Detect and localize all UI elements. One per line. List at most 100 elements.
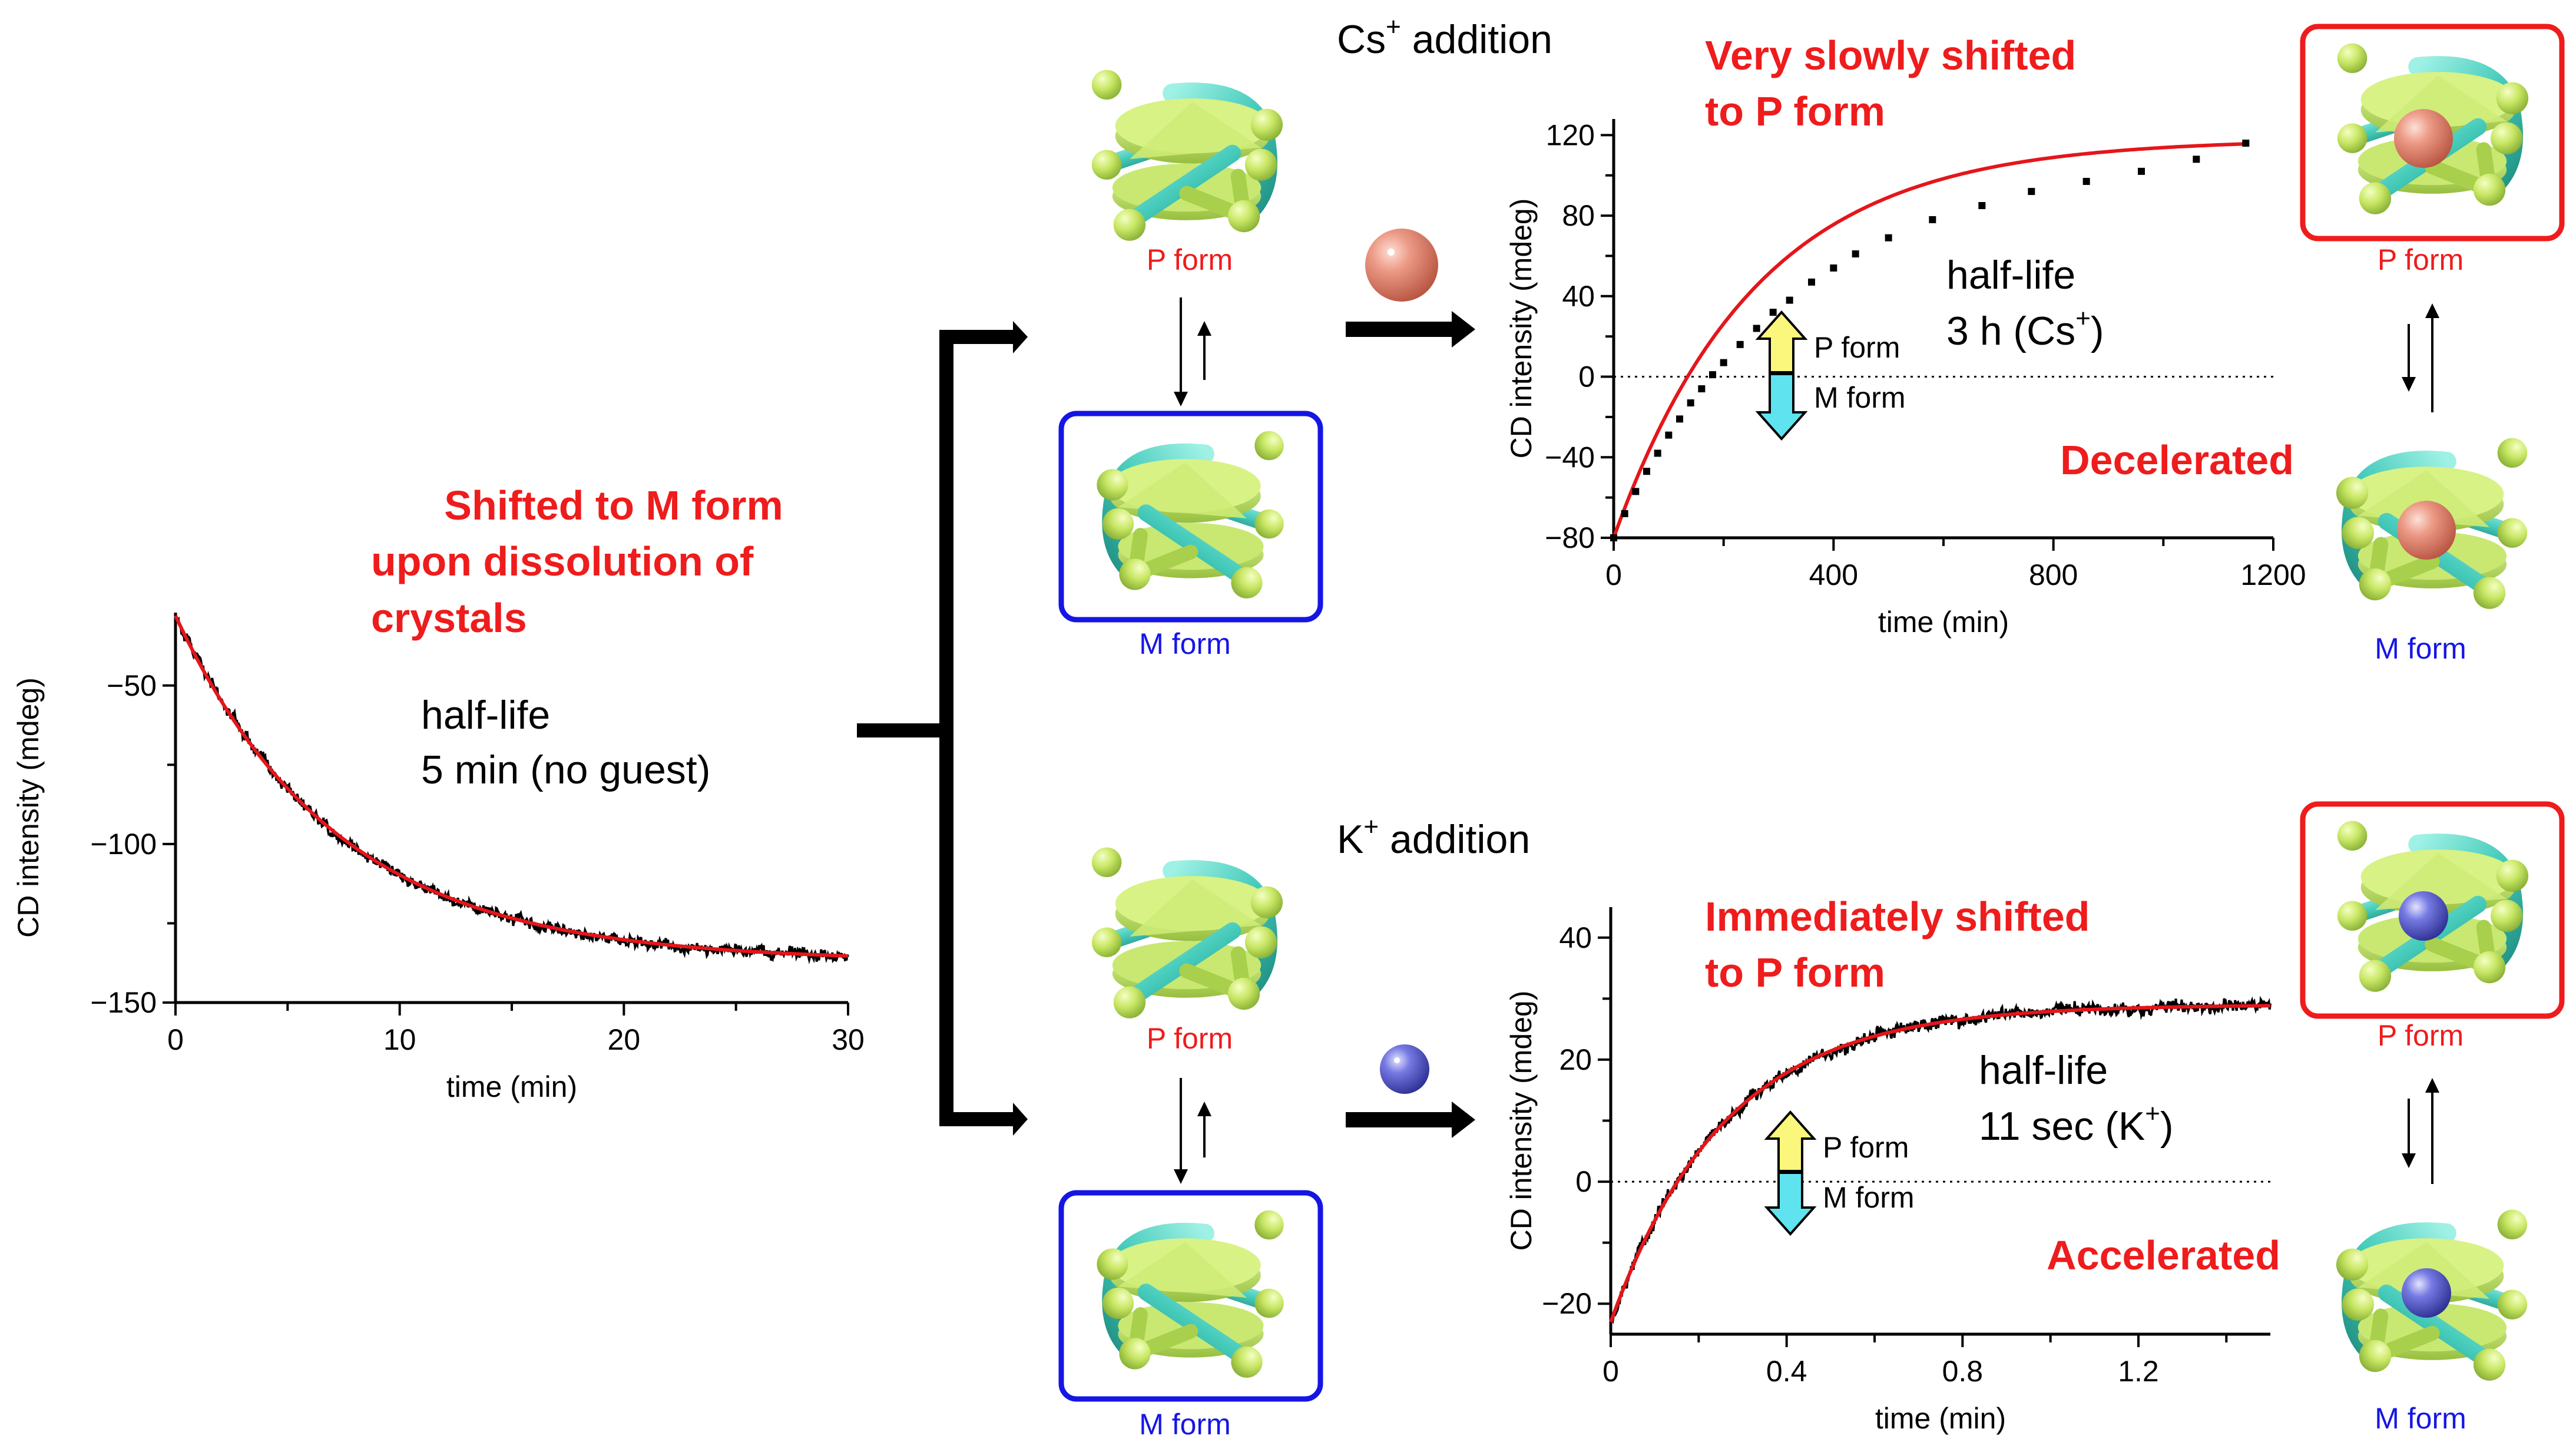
very-slowly-label-line2: to P form (1705, 88, 1885, 134)
y-tick-label-no-guest: −150 (90, 986, 157, 1019)
data-point-cs (1621, 510, 1628, 517)
data-point-cs (1978, 201, 1986, 209)
x-tick-label-no-guest: 10 (383, 1023, 416, 1056)
data-point-cs (1610, 534, 1617, 541)
data-point-cs (2082, 177, 2090, 185)
shifted-m-label-line2: upon dissolution of (371, 538, 754, 584)
x-tick-label-cs: 0 (1605, 558, 1622, 591)
equilibrium-arrows-bottom-left (1174, 1078, 1211, 1184)
m-form-label-arrow-bottom: M form (1823, 1181, 1915, 1214)
decelerated-label: Decelerated (2060, 437, 2294, 483)
data-point-cs (1654, 449, 1661, 457)
data-point-cs (2138, 167, 2145, 175)
halflife-label-k: half-life (1979, 1048, 2108, 1093)
y-axis-label-cs: CD intensity (mdeg) (1505, 199, 1538, 459)
y-tick-label-k: 0 (1575, 1165, 1592, 1198)
x-axis-label-no-guest: time (min) (446, 1070, 577, 1103)
data-point-cs (1676, 415, 1683, 423)
p-form-label-bottom-right: P form (2378, 1019, 2464, 1052)
y-tick-label-cs: −80 (1545, 521, 1595, 554)
k-ion-highlight (1394, 1057, 1400, 1063)
data-point-cs (1830, 264, 1837, 272)
x-tick-label-k: 1.2 (2118, 1355, 2159, 1388)
y-tick-label-cs: 40 (1562, 280, 1595, 313)
m-form-label-arrow-top: M form (1814, 381, 1906, 414)
cage-p-form-top (1092, 70, 1283, 241)
cage-m-form-bottom (1097, 1210, 1283, 1378)
data-point-cs (2242, 140, 2250, 147)
m-form-label-top-right: M form (2375, 632, 2466, 665)
m-form-box-bottom-left (1058, 1190, 1323, 1402)
fit-curve-k (1609, 1004, 2270, 1323)
equilibrium-arrows-bottom-right (2402, 1078, 2439, 1184)
chart-cs: 0 400 800 1200 −80 −40 0 40 80 120 time (min) CD in… (1505, 118, 2306, 639)
data-point-cs (1687, 399, 1694, 406)
data-point-cs (1709, 371, 1716, 379)
halflife-value-noguest: 5 min (no guest) (421, 748, 710, 792)
data-point-cs (2028, 188, 2035, 196)
y-tick-label-no-guest: −50 (107, 669, 157, 702)
p-form-label-top-left: P form (1147, 243, 1233, 276)
p-form-label-arrow-bottom: P form (1823, 1131, 1909, 1164)
data-point-cs (1643, 468, 1650, 475)
data-point-cs (1786, 296, 1793, 304)
very-slowly-label-line1: Very slowly shifted (1705, 32, 2076, 78)
cs-ion-in-cage-p (2394, 109, 2453, 168)
accelerated-label: Accelerated (2047, 1232, 2280, 1278)
m-form-box-top-left (1058, 411, 1323, 623)
p-form-box-bottom-right (2300, 801, 2565, 1019)
p-m-double-arrow-icon-top (1755, 310, 1808, 441)
x-tick-label-cs: 400 (1809, 558, 1858, 591)
x-tick-label-no-guest: 0 (167, 1023, 184, 1056)
x-axis-label-cs: time (min) (1878, 606, 2009, 639)
equilibrium-arrows-top-left (1174, 297, 1211, 406)
y-axis-label-k: CD intensity (mdeg) (1505, 991, 1538, 1251)
p-form-label-bottom-left: P form (1147, 1022, 1233, 1055)
add-arrow-cs (1346, 311, 1475, 348)
immediately-label-line2: to P form (1705, 950, 1885, 995)
data-point-cs (1753, 325, 1760, 332)
y-tick-label-k: 40 (1559, 921, 1592, 954)
m-form-label-bottom-left: M form (1139, 1408, 1231, 1441)
halflife-value-cs: 3 h (Cs+) (1946, 304, 2104, 353)
fit-curve-no-guest (174, 615, 849, 958)
x-tick-label-k: 0 (1602, 1355, 1619, 1388)
x-axis-label-k: time (min) (1875, 1402, 2006, 1435)
x-tick-label-k: 0.4 (1766, 1355, 1807, 1388)
cage-m-form-top (1097, 431, 1283, 598)
data-trace-no-guest (174, 615, 849, 964)
y-tick-label-k: 20 (1559, 1043, 1592, 1076)
data-point-cs (1852, 250, 1859, 258)
p-form-label-arrow-top: P form (1814, 331, 1900, 364)
x-tick-label-k: 0.8 (1942, 1355, 1984, 1388)
data-point-cs (1698, 385, 1706, 393)
data-point-cs (2193, 156, 2200, 163)
immediately-label-line1: Immediately shifted (1705, 894, 2090, 940)
shifted-m-label-line1: Shifted to M form (444, 482, 783, 528)
x-tick-label-no-guest: 30 (832, 1023, 865, 1056)
data-point-cs (1632, 488, 1640, 495)
cs-addition-label: Cs+ addition (1337, 12, 1552, 62)
data-point-cs (1665, 431, 1673, 439)
x-tick-label-cs: 1200 (2240, 558, 2306, 591)
halflife-label-cs: half-life (1946, 253, 2075, 297)
data-point-cs (1736, 340, 1744, 348)
y-axis-label-no-guest: CD intensity (mdeg) (12, 677, 45, 938)
equilibrium-arrows-top-right (2402, 303, 2439, 412)
cs-ion-highlight (1388, 249, 1395, 256)
x-tick-label-no-guest: 20 (608, 1023, 641, 1056)
p-form-label-top-right: P form (2378, 243, 2464, 276)
p-form-box-top-right (2300, 24, 2565, 242)
k-ion-in-cage-m (2402, 1268, 2451, 1318)
x-tick-label-cs: 800 (2029, 558, 2078, 591)
branch-bracket (857, 321, 1028, 1136)
cs-ion-sphere-icon (1365, 229, 1438, 302)
cage-p-form-bottom (1092, 848, 1283, 1018)
m-form-label-top-left: M form (1139, 627, 1231, 660)
data-point-cs (1808, 278, 1815, 286)
add-arrow-k (1346, 1102, 1475, 1138)
p-m-double-arrow-icon-bottom (1764, 1110, 1817, 1236)
shifted-m-label-line3: crystals (371, 595, 527, 641)
halflife-value-k: 11 sec (K+) (1979, 1099, 2174, 1149)
